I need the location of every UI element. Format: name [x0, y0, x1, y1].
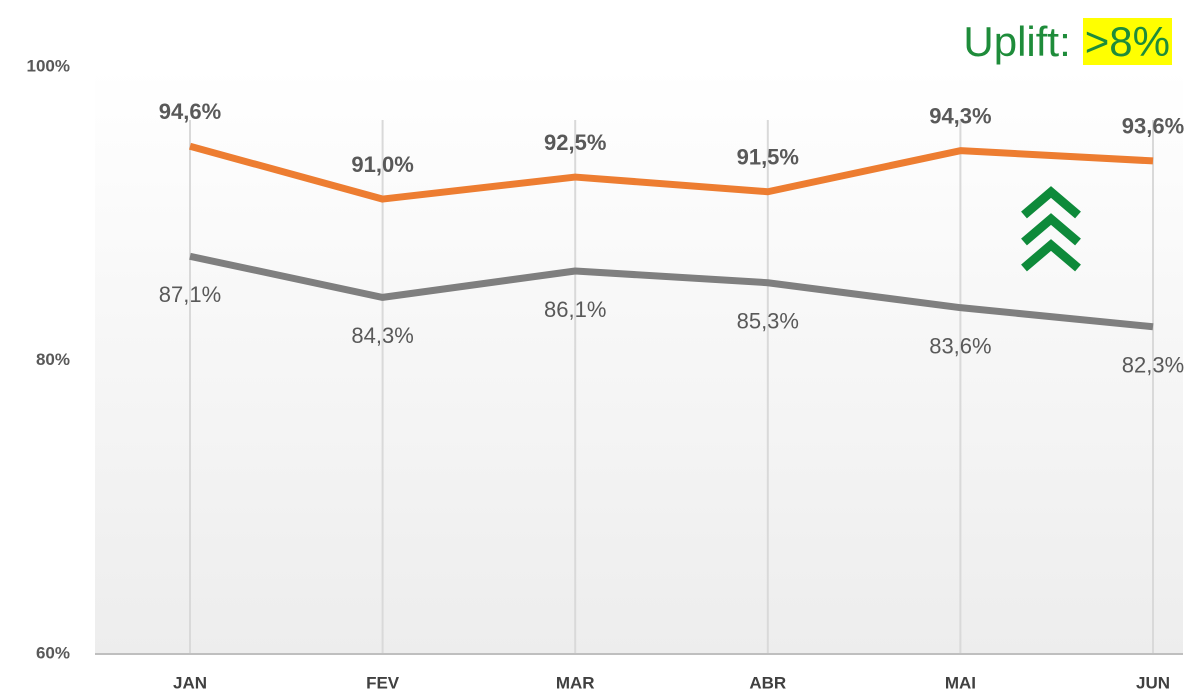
- data-label: 92,5%: [544, 130, 606, 155]
- data-label: 93,6%: [1122, 114, 1184, 139]
- data-label: 84,3%: [351, 323, 413, 348]
- data-label: 86,1%: [544, 297, 606, 322]
- y-tick-label: 60%: [36, 643, 70, 662]
- uplift-highlight: >8%: [1082, 18, 1172, 65]
- data-label: 87,1%: [159, 282, 221, 307]
- data-label: 82,3%: [1122, 353, 1184, 378]
- uplift-text: Uplift:: [963, 18, 1071, 65]
- data-label: 85,3%: [737, 309, 799, 334]
- data-label: 94,3%: [929, 103, 991, 128]
- x-tick-label: ABR: [749, 673, 786, 692]
- x-tick-label: MAR: [556, 673, 595, 692]
- plot-background: [95, 67, 1183, 654]
- uplift-annotation: Uplift: >8%: [963, 18, 1172, 66]
- data-label: 91,0%: [351, 152, 413, 177]
- x-tick-label: MAI: [945, 673, 976, 692]
- data-label: 91,5%: [737, 145, 799, 170]
- series-line: [189, 142, 1154, 203]
- y-tick-label: 100%: [27, 56, 70, 75]
- series-line: [189, 252, 1154, 331]
- data-label: 83,6%: [929, 333, 991, 358]
- data-label: 94,6%: [159, 99, 221, 124]
- x-tick-label: JAN: [173, 673, 207, 692]
- x-tick-label: JUN: [1136, 673, 1170, 692]
- uplift-arrows: [1021, 186, 1081, 272]
- x-tick-label: FEV: [366, 673, 400, 692]
- y-tick-label: 80%: [36, 350, 70, 369]
